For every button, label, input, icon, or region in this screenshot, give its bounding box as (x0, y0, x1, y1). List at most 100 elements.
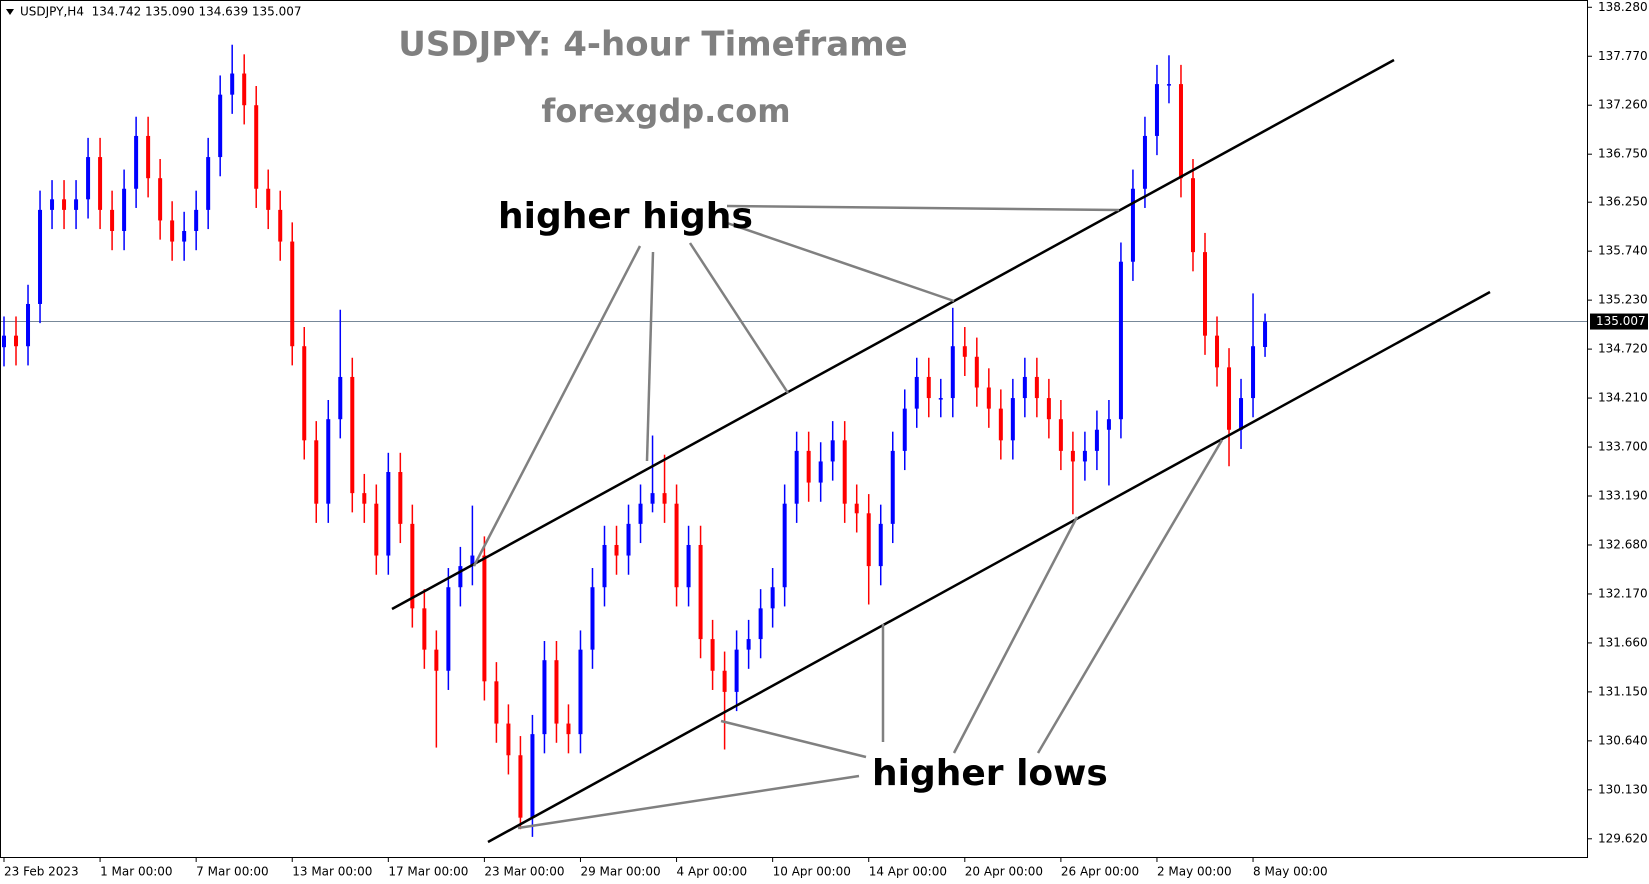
chart-title: USDJPY: 4-hour Timeframe (398, 25, 907, 65)
candle-body (974, 356, 979, 388)
candle-body (554, 660, 559, 724)
x-tick-label: 1 Mar 00:00 (100, 865, 173, 879)
candle-body (518, 755, 523, 818)
candle-body (530, 734, 535, 818)
pointer (726, 221, 955, 303)
candle-body (662, 493, 667, 504)
candle-body (1178, 84, 1183, 179)
y-tick-label: 135.230 (1598, 293, 1648, 307)
pointer (472, 245, 642, 567)
candle-body (242, 73, 247, 106)
candle-body (170, 220, 175, 242)
annotation: higher lows (872, 753, 1108, 794)
candle-body (938, 398, 943, 400)
candle-body (674, 503, 679, 588)
candle-body (782, 503, 787, 588)
pointer (1036, 439, 1224, 754)
y-tick-label: 134.720 (1598, 342, 1648, 356)
candle-body (50, 199, 55, 210)
candle-body (230, 73, 235, 95)
candle-body (890, 450, 895, 524)
candle-body (950, 346, 955, 399)
candle-body (914, 376, 919, 409)
y-tick-label: 136.250 (1598, 195, 1648, 209)
candle-body (194, 209, 199, 232)
last-price-box (1590, 313, 1648, 330)
lower-channel-line (487, 290, 1491, 844)
candle-body (1251, 346, 1256, 399)
candle-body (1046, 398, 1051, 420)
header: USDJPY,H4 134.742 135.090 134.639 135.00… (20, 5, 302, 19)
candle-body (614, 544, 619, 556)
candle-body (1118, 261, 1123, 420)
candle-body (422, 608, 427, 650)
y-tick-label: 137.770 (1598, 49, 1648, 63)
candle-body (38, 209, 43, 304)
candle-body (374, 503, 379, 556)
candle-body (290, 241, 295, 347)
y-tick-label: 133.700 (1598, 440, 1648, 454)
y-tick-label: 131.660 (1598, 635, 1648, 649)
candle-body (458, 566, 463, 588)
x-tick-label: 8 May 00:00 (1253, 865, 1328, 879)
candle-body (962, 346, 967, 357)
candle-body (350, 376, 355, 494)
candle-body (842, 440, 847, 504)
candle-body (98, 157, 103, 210)
candle-body (806, 450, 811, 483)
candle-body (734, 649, 739, 692)
candle-body (566, 723, 571, 735)
pointer (517, 774, 860, 830)
candle-body (62, 199, 67, 210)
candle-body (314, 440, 319, 504)
chart-subtitle: forexgdp.com (541, 92, 790, 130)
candle-body (1022, 376, 1027, 399)
x-tick-label: 10 Apr 00:00 (773, 865, 851, 879)
candle-body (854, 503, 859, 514)
x-tick-label: 7 Mar 00:00 (196, 865, 269, 879)
candle-body (278, 209, 283, 242)
y-tick-label: 135.740 (1598, 244, 1648, 258)
candle-body (218, 94, 223, 158)
candle-body (386, 472, 391, 556)
candle-body (266, 188, 271, 210)
candle-body (134, 135, 139, 189)
candle-body (122, 188, 127, 232)
candle-body (794, 450, 799, 504)
y-tick-label: 137.260 (1598, 98, 1648, 112)
candle-body (1154, 84, 1159, 136)
x-tick-label: 2 May 00:00 (1157, 865, 1232, 879)
candle-body (1130, 188, 1135, 262)
candle-body (1239, 398, 1244, 430)
y-tick-label: 130.130 (1598, 782, 1648, 796)
pointer (726, 204, 1120, 212)
candle-body (482, 555, 487, 682)
candle-body (578, 649, 583, 735)
candle-body (998, 408, 1003, 441)
x-tick-label: 23 Feb 2023 (4, 865, 79, 879)
candle-body (14, 335, 19, 347)
pointer (688, 242, 790, 394)
candle-body (86, 157, 91, 200)
candle-body (1070, 450, 1075, 462)
y-tick-label: 132.170 (1598, 586, 1648, 600)
candle-body (830, 440, 835, 462)
candle-body (302, 346, 307, 441)
candle-body (590, 587, 595, 650)
candle-body (758, 608, 763, 640)
candle-body (902, 408, 907, 451)
candle-body (866, 513, 871, 567)
y-tick-label: 131.150 (1598, 684, 1648, 698)
y-tick-label: 130.640 (1598, 733, 1648, 747)
candle-body (2, 335, 6, 348)
candle-body (206, 157, 211, 210)
pointer (952, 516, 1079, 754)
y-tick-label: 136.750 (1598, 147, 1648, 161)
candle-body (1034, 376, 1039, 399)
candle-body (1106, 419, 1111, 430)
candle-body (158, 178, 163, 221)
candle-body (650, 493, 655, 504)
x-tick-label: 23 Mar 00:00 (484, 865, 564, 879)
